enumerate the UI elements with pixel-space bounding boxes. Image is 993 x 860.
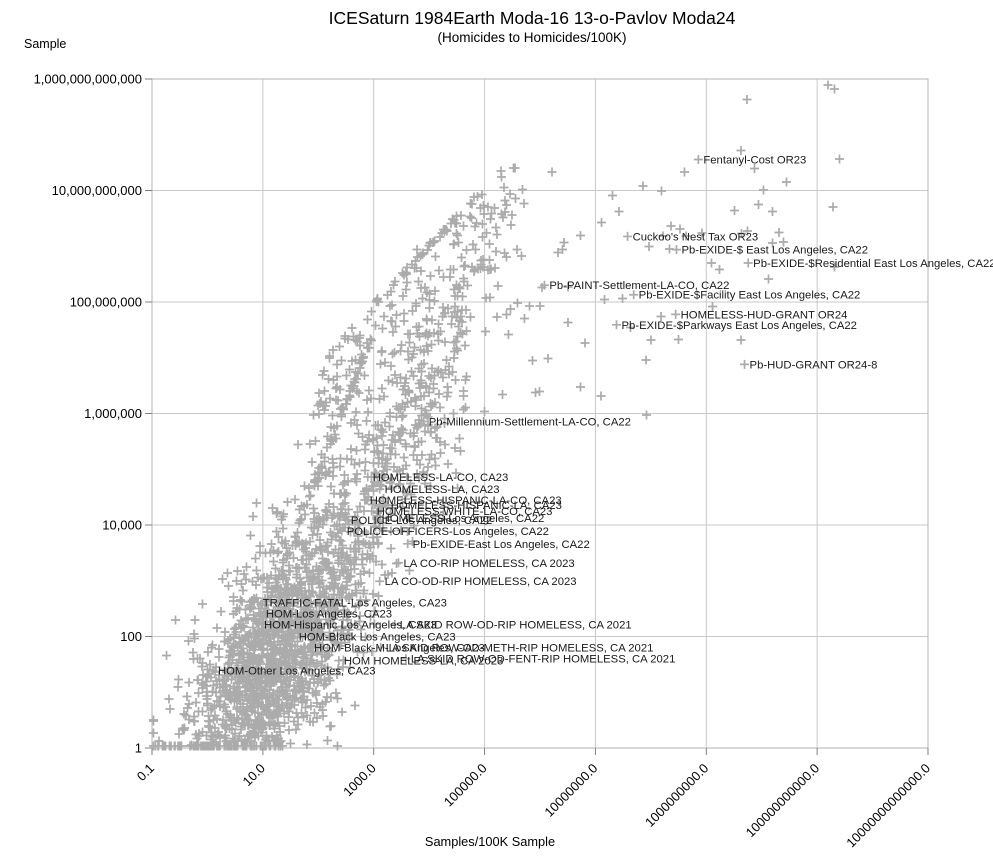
y-tick-label: 1,000,000,000,000 [34,72,142,87]
y-tick-label: 1,000,000 [84,406,142,421]
x-tick-label: 0.1 [134,761,157,784]
point-label: HOMELESS-WHITE-LA-CO, CA23 [377,506,553,518]
point-label: LA SKID ROW-OD-RIP HOMELESS, CA 2021 [400,619,632,631]
axis-ticks [145,78,929,755]
point-label: Pb-EXIDE-$Residential East Los Angeles, … [753,258,993,270]
point-label: Pb-EXIDE-East Los Angeles, CA22 [413,539,590,551]
point-label: HOM-Black Los Angeles, CA23 [299,632,456,644]
point-label: Pb-EXIDE-$Parkways East Los Angeles, CA2… [622,320,857,332]
x-tick-label: 10.0 [239,761,268,790]
point-label: POLICE-OFFICERS-Los Angeles, CA22 [347,526,549,538]
point-label: Pb-EXIDE-$Facility East Los Angeles, CA2… [639,290,861,302]
x-tick-label: 100000000000.0 [743,761,823,841]
scatter-points [149,80,844,751]
point-label: LA SKID ROW-OD-METH-RIP HOMELESS, CA 202… [386,643,654,655]
point-label: Pb-PAINT-Settlement-LA-CO, CA22 [549,280,729,292]
point-label: Pb-HUD-GRANT OR24-8 [750,359,878,371]
chart-title: ICESaturn 1984Earth Moda-16 13-o-Pavlov … [328,8,736,28]
point-label: Pb-Millennium-Settlement-LA-CO, CA22 [429,416,631,428]
point-label: LA CO-OD-RIP HOMELESS, CA 2023 [385,576,577,588]
point-label: HOMELESS-HUD-GRANT OR24 [681,309,848,321]
y-tick-label: 10,000,000,000 [52,183,142,198]
point-label: Pb-EXIDE-$ East Los Angeles, CA22 [681,245,868,257]
point-label: HOM-Los Angeles, CA23 [266,608,392,620]
labeled-point-markers [208,154,753,676]
point-label: HOM-Black-M-Los Angeles, CA23 [314,643,485,655]
y-tick-label: 10,000 [102,518,142,533]
point-label: HOM-Other Los Angeles, CA23 [218,666,376,678]
point-label: HOMELESS-HISPANIC-LA-CO, CA23 [370,495,562,507]
point-label: HOM-Hispanic Los Angeles, CA23 [264,619,437,631]
point-label: Cuckoo's Nest Tax OR23 [633,231,759,243]
point-label: POLICE-Los Angeles, CA22 [351,515,492,527]
point-label: LA CO-RIP HOMELESS, CA 2023 [403,558,574,570]
point-labels: Fentanyl-Cost OR23 Cuckoo's Nest Tax OR23… [218,154,993,677]
point-label: HOMELESS-Los Angeles, CA22 [382,513,545,525]
y-tick-label: 100,000,000 [70,295,142,310]
point-label: HOM HOMELESS-LA, CA 2023 [344,656,503,668]
point-label: LA SKID ROW-OD-FENT-RIP HOMELESS, CA 202… [411,654,676,666]
y-tick-label: 100 [120,629,142,644]
x-tick-label: 100000.0 [441,761,490,810]
x-tick-label: 1000000000.0 [642,761,711,830]
point-label: HOMELESS-LA-CO, CA23 [373,472,509,484]
y-axis-title: Sample [24,37,67,51]
point-label: HOMELESS-LA, CA23 [385,484,500,496]
chart-subtitle: (Homicides to Homicides/100K) [437,30,627,45]
x-axis-title: Samples/100K Sample [424,834,556,849]
x-tick-label: 10000000000000.0 [843,761,933,851]
y-tick-label: 1 [135,741,142,756]
x-tick-label: 10000000.0 [541,761,600,820]
point-label: HOMELESS-HISPANIC-LA, CA23 [391,500,562,512]
point-label: Fentanyl-Cost OR23 [703,154,806,166]
x-tick-label: 1000.0 [340,761,379,800]
point-label: TRAFFIC-FATAL-Los Angeles, CA23 [263,597,447,609]
